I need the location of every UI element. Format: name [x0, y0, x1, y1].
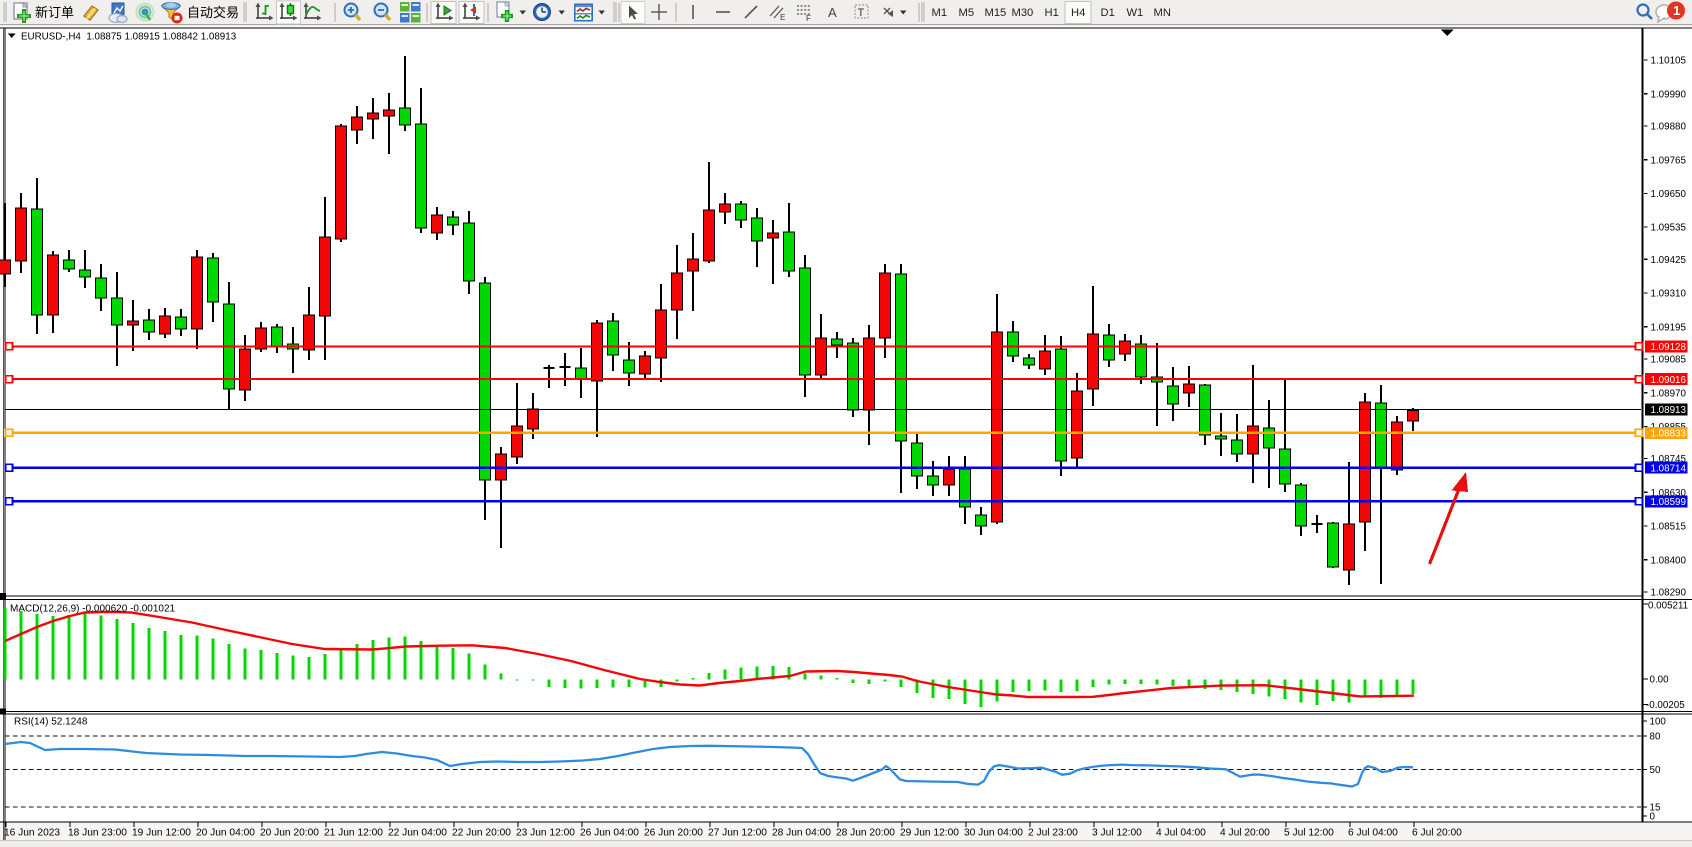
- svg-text:4 Jul 04:00: 4 Jul 04:00: [1156, 828, 1206, 839]
- svg-text:28 Jun 20:00: 28 Jun 20:00: [836, 828, 895, 839]
- svg-text:1.09085: 1.09085: [1651, 355, 1687, 366]
- svg-text:M5: M5: [959, 7, 975, 19]
- svg-text:T: T: [858, 7, 865, 19]
- svg-text:RSI(14) 52.1248: RSI(14) 52.1248: [14, 717, 88, 728]
- svg-text:EURUSD-,H4 1.08875 1.08915 1.: EURUSD-,H4 1.08875 1.08915 1.08842 1.089…: [21, 32, 237, 43]
- svg-text:22 Jun 20:00: 22 Jun 20:00: [452, 828, 511, 839]
- svg-text:M15: M15: [985, 7, 1007, 19]
- svg-text:20 Jun 04:00: 20 Jun 04:00: [196, 828, 255, 839]
- svg-text:1.08833: 1.08833: [1651, 428, 1687, 439]
- svg-text:1.09880: 1.09880: [1651, 122, 1687, 133]
- svg-text:3 Jul 12:00: 3 Jul 12:00: [1092, 828, 1142, 839]
- svg-text:1.08400: 1.08400: [1651, 555, 1687, 566]
- svg-text:26 Jun 04:00: 26 Jun 04:00: [580, 828, 639, 839]
- svg-text:1: 1: [1673, 3, 1680, 18]
- svg-text:19 Jun 12:00: 19 Jun 12:00: [132, 828, 191, 839]
- svg-text:1.08599: 1.08599: [1651, 497, 1686, 508]
- svg-text:E: E: [780, 13, 785, 22]
- svg-text:1.09765: 1.09765: [1651, 155, 1687, 166]
- svg-text:1.08714: 1.08714: [1651, 463, 1687, 474]
- svg-text:27 Jun 12:00: 27 Jun 12:00: [708, 828, 767, 839]
- svg-text:1.08290: 1.08290: [1651, 588, 1687, 599]
- svg-text:1.08745: 1.08745: [1651, 454, 1687, 465]
- svg-text:0.005211: 0.005211: [1648, 601, 1688, 612]
- svg-text:F: F: [806, 14, 811, 23]
- svg-text:1.09990: 1.09990: [1651, 89, 1687, 100]
- svg-text:H4: H4: [1071, 7, 1085, 19]
- svg-text:2 Jul 23:00: 2 Jul 23:00: [1028, 828, 1078, 839]
- svg-text:0: 0: [1650, 812, 1656, 823]
- svg-text:1.09650: 1.09650: [1651, 189, 1687, 200]
- svg-text:30 Jun 04:00: 30 Jun 04:00: [964, 828, 1023, 839]
- svg-text:21 Jun 12:00: 21 Jun 12:00: [324, 828, 383, 839]
- svg-text:1.08630: 1.08630: [1651, 488, 1687, 499]
- svg-text:D1: D1: [1101, 7, 1115, 19]
- svg-text:22 Jun 04:00: 22 Jun 04:00: [388, 828, 447, 839]
- svg-text:1.08913: 1.08913: [1651, 405, 1687, 416]
- svg-text:1.09425: 1.09425: [1651, 255, 1687, 266]
- svg-text:W1: W1: [1127, 7, 1144, 19]
- svg-text:20 Jun 20:00: 20 Jun 20:00: [260, 828, 319, 839]
- svg-text:1.09195: 1.09195: [1651, 322, 1687, 333]
- svg-text:6 Jul 04:00: 6 Jul 04:00: [1348, 828, 1398, 839]
- svg-text:80: 80: [1650, 732, 1661, 743]
- svg-text:6 Jul 20:00: 6 Jul 20:00: [1412, 828, 1462, 839]
- svg-text:新订单: 新订单: [35, 5, 74, 20]
- svg-text:100: 100: [1650, 717, 1667, 728]
- svg-text:1.09310: 1.09310: [1651, 289, 1687, 300]
- svg-text:18 Jun 23:00: 18 Jun 23:00: [68, 828, 127, 839]
- svg-text:A: A: [828, 5, 837, 20]
- svg-text:28 Jun 04:00: 28 Jun 04:00: [772, 828, 831, 839]
- svg-text:1.09535: 1.09535: [1651, 223, 1687, 234]
- svg-text:4 Jul 20:00: 4 Jul 20:00: [1220, 828, 1270, 839]
- svg-text:MACD(12,26,9) -0.000620 -0.001: MACD(12,26,9) -0.000620 -0.001021: [10, 604, 176, 615]
- svg-text:1.09128: 1.09128: [1651, 342, 1687, 353]
- svg-text:50: 50: [1650, 765, 1661, 776]
- svg-text:M1: M1: [932, 7, 948, 19]
- svg-text:1.09016: 1.09016: [1651, 375, 1687, 386]
- svg-text:1.08970: 1.08970: [1651, 388, 1687, 399]
- svg-text:23 Jun 12:00: 23 Jun 12:00: [516, 828, 575, 839]
- svg-text:自动交易: 自动交易: [187, 5, 239, 20]
- svg-text:1.08515: 1.08515: [1651, 522, 1687, 533]
- svg-text:H1: H1: [1045, 7, 1059, 19]
- svg-text:15: 15: [1650, 803, 1661, 814]
- svg-text:1.10105: 1.10105: [1651, 56, 1687, 67]
- svg-text:16 Jun 2023: 16 Jun 2023: [4, 828, 60, 839]
- svg-text:29 Jun 12:00: 29 Jun 12:00: [900, 828, 959, 839]
- svg-text:26 Jun 20:00: 26 Jun 20:00: [644, 828, 703, 839]
- svg-text:MN: MN: [1154, 7, 1171, 19]
- svg-text:0.00: 0.00: [1650, 675, 1670, 686]
- svg-text:M30: M30: [1012, 7, 1034, 19]
- svg-text:-0.00205: -0.00205: [1646, 700, 1685, 711]
- svg-text:5 Jul 12:00: 5 Jul 12:00: [1284, 828, 1334, 839]
